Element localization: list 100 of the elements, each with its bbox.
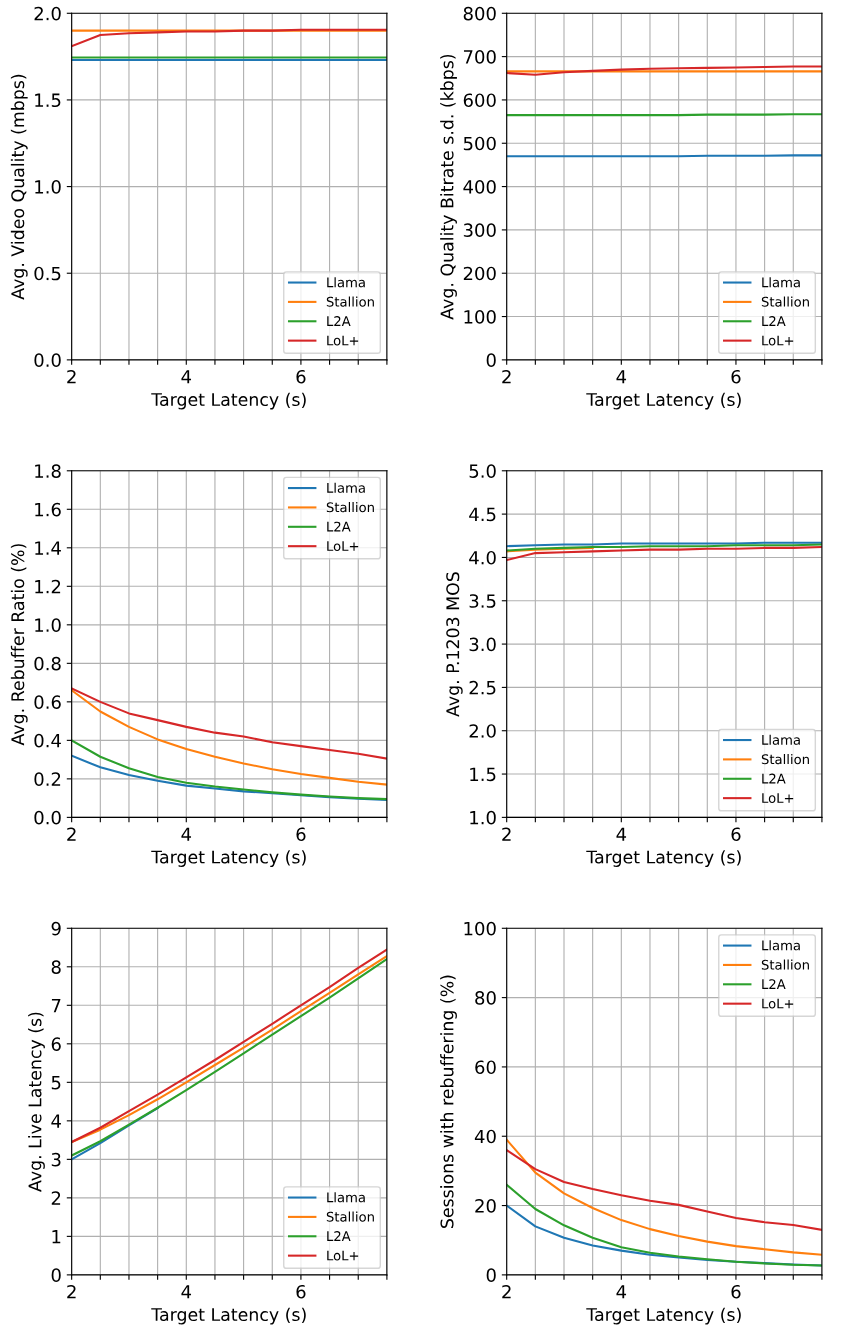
y-tick-label: 300: [463, 223, 496, 238]
line-series: [506, 1183, 822, 1267]
y-tick-label: 1.5: [35, 93, 61, 108]
x-tick-label: 4: [181, 827, 192, 841]
line-series: [71, 739, 387, 801]
y-tick-label: 8: [51, 960, 61, 974]
legend-label: L2A: [327, 1231, 351, 1241]
line-series: [506, 543, 822, 552]
y-tick-label: 1.2: [35, 579, 61, 594]
y-tick-label: 80: [475, 991, 496, 1005]
y-tick-label: 5.0: [469, 464, 496, 478]
y-tick-label: 1.5: [470, 767, 496, 782]
y-axis-title: Avg. Rebuffer Ratio (%): [10, 544, 28, 746]
y-tick-label: 2.0: [469, 724, 496, 738]
legend-label: L2A: [762, 316, 786, 326]
y-tick-label: 100: [464, 921, 496, 936]
y-tick-label: 60: [475, 1060, 496, 1075]
y-tick-label: 1.6: [35, 502, 61, 517]
legend-label: Llama: [327, 277, 365, 288]
legend-label: Stallion: [761, 959, 809, 970]
line-series: [71, 687, 387, 760]
y-tick-label: 0.0: [34, 810, 61, 825]
legend-label: Llama: [327, 1192, 365, 1203]
x-tick-label: 6: [731, 369, 741, 384]
x-tick-label: 2: [502, 369, 511, 384]
y-tick-label: 500: [463, 136, 496, 151]
y-tick-label: 0.6: [34, 695, 61, 709]
y-tick-label: 100: [464, 310, 496, 324]
x-tick-label: 4: [181, 370, 192, 384]
x-tick-label: 4: [616, 1285, 627, 1299]
y-tick-label: 1.0: [35, 618, 61, 632]
x-tick-label: 2: [67, 827, 76, 841]
x-axis-title: Target Latency (s): [586, 1307, 741, 1325]
x-tick-label: 4: [181, 1285, 192, 1299]
legend-label: L2A: [762, 773, 786, 784]
legend-label: LoL+: [762, 335, 794, 346]
legend-label: Llama: [762, 940, 800, 951]
y-tick-label: 0.0: [34, 353, 61, 367]
legend-label: L2A: [327, 316, 351, 326]
y-axis-title: Avg. Quality Bitrate s.d. (kbps): [440, 54, 457, 320]
legend-label: Stallion: [326, 502, 374, 513]
y-axis-title: Avg. Live Latency (s): [28, 1012, 45, 1192]
x-tick-label: 6: [731, 827, 741, 842]
line-series: [71, 754, 387, 802]
x-axis-title: Target Latency (s): [151, 850, 306, 867]
legend-label: L2A: [762, 979, 786, 989]
x-tick-label: 2: [67, 1284, 76, 1299]
y-tick-label: 2: [51, 1191, 61, 1205]
y-tick-label: 9: [51, 921, 61, 936]
legend-label: Stallion: [761, 296, 809, 307]
x-tick-label: 6: [731, 1284, 741, 1299]
y-tick-label: 1.8: [35, 464, 61, 478]
legend-label: Llama: [762, 734, 800, 745]
y-axis-title: Sessions with rebuffering (%): [440, 975, 457, 1228]
y-tick-label: 1.4: [35, 541, 61, 555]
y-tick-label: 0: [51, 1268, 61, 1282]
legend-label: Stallion: [326, 296, 374, 307]
line-series: [506, 545, 822, 562]
y-tick-label: 4: [51, 1114, 61, 1128]
y-tick-label: 2.0: [34, 6, 61, 21]
y-tick-label: 800: [463, 6, 496, 21]
legend-label: LoL+: [762, 793, 794, 803]
y-tick-label: 400: [463, 180, 496, 194]
y-tick-label: 40: [474, 1129, 496, 1144]
y-tick-label: 5: [51, 1076, 61, 1090]
y-tick-label: 1.0: [470, 810, 496, 825]
x-tick-label: 4: [616, 370, 627, 384]
y-tick-label: 1: [52, 1230, 61, 1244]
line-series: [71, 28, 387, 48]
legend-label: LoL+: [327, 1250, 359, 1261]
x-tick-label: 2: [502, 827, 511, 841]
legend-label: L2A: [327, 521, 351, 532]
y-tick-label: 20: [475, 1199, 496, 1213]
x-tick-label: 6: [296, 369, 306, 384]
x-axis-title: Target Latency (s): [586, 392, 741, 410]
y-tick-label: 0.5: [34, 266, 61, 281]
legend-label: Stallion: [761, 754, 809, 765]
legend-label: LoL+: [327, 335, 359, 346]
x-tick-label: 6: [296, 1284, 306, 1299]
y-tick-label: 7: [51, 999, 61, 1013]
y-tick-label: 0.2: [34, 772, 61, 786]
legend-label: Llama: [327, 482, 365, 493]
line-series: [506, 1138, 822, 1256]
line-series: [506, 65, 822, 76]
y-tick-label: 6: [51, 1037, 61, 1051]
legend-label: Stallion: [326, 1211, 374, 1222]
x-tick-label: 6: [296, 827, 306, 842]
y-axis-title: Avg. Video Quality (mbps): [10, 74, 28, 300]
y-tick-label: 4.5: [469, 507, 496, 522]
y-tick-label: 3.0: [469, 637, 496, 652]
line-series: [506, 1149, 822, 1231]
y-tick-label: 3.5: [469, 594, 496, 608]
legend-label: LoL+: [327, 541, 359, 551]
y-axis-title: Avg. P.1203 MOS: [446, 572, 463, 717]
y-tick-label: 0.8: [34, 656, 61, 671]
x-axis-title: Target Latency (s): [151, 1307, 306, 1325]
y-tick-label: 1.0: [35, 180, 61, 194]
y-tick-label: 2.5: [469, 680, 496, 695]
line-series: [71, 1107, 159, 1161]
y-tick-label: 0: [486, 1268, 496, 1282]
